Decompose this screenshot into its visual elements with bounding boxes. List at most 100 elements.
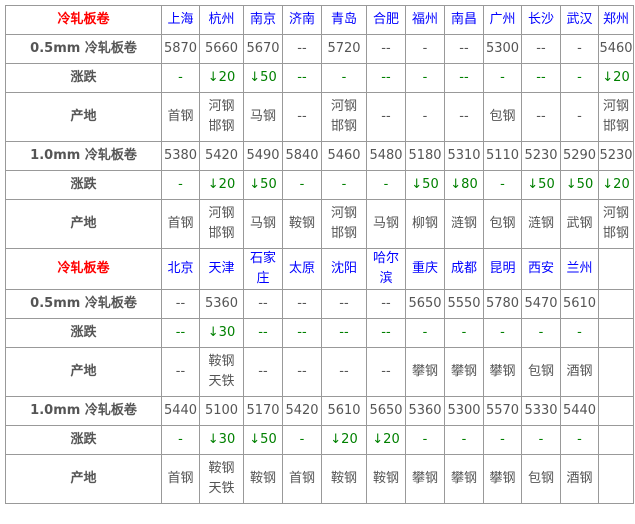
origin-cell: - — [560, 92, 599, 142]
change-cell: -- — [282, 63, 322, 93]
price-cell: 5440 — [560, 396, 599, 426]
city-header: 合肥 — [366, 5, 406, 35]
origin-cell: 鞍钢 天铁 — [199, 347, 244, 397]
row-label: 涨跌 — [5, 63, 162, 93]
origin-cell: 首钢 — [282, 454, 322, 504]
price-cell: 5720 — [321, 34, 367, 64]
price-cell: 5650 — [366, 396, 406, 426]
header-row: 冷轧板卷 上海 杭州 南京 济南 青岛 合肥 福州 南昌 广州 长沙 武汉 郑州 — [5, 5, 634, 35]
change-cell: -- — [521, 63, 561, 93]
change-cell: ↓20 — [598, 170, 634, 200]
city-header: 上海 — [161, 5, 200, 35]
city-header: 昆明 — [483, 248, 522, 290]
origin-cell: 攀钢 — [405, 347, 445, 397]
price-cell: -- — [243, 289, 283, 319]
change-cell: -- — [444, 63, 484, 93]
origin-cell: 河钢 邯钢 — [199, 92, 244, 142]
price-row: 1.0mm 冷轧板卷 5380 5420 5490 5840 5460 5480 5180 53… — [5, 141, 634, 171]
change-cell: ↓50 — [243, 170, 283, 200]
price-cell: 5100 — [199, 396, 244, 426]
origin-cell: 攀钢 — [444, 454, 484, 504]
change-cell: - — [521, 425, 561, 455]
section-title: 冷轧板卷 — [5, 5, 162, 35]
city-header: 广州 — [483, 5, 522, 35]
price-cell: 5460 — [321, 141, 367, 171]
price-cell: - — [560, 34, 599, 64]
change-cell: ↓80 — [444, 170, 484, 200]
city-header: 南京 — [243, 5, 283, 35]
change-cell: - — [282, 170, 322, 200]
origin-row: 产地 首钢 河钢 邯钢 马钢 鞍钢 河钢 邯钢 马钢 柳钢 涟钢 包钢 涟钢 武钢 河钢 邯钢 — [5, 199, 634, 249]
change-cell: - — [161, 63, 200, 93]
price-cell: 5570 — [483, 396, 522, 426]
origin-cell: -- — [366, 92, 406, 142]
change-cell: ↓20 — [598, 63, 634, 93]
origin-cell: 河钢 邯钢 — [321, 199, 367, 249]
change-cell: - — [560, 318, 599, 348]
origin-cell: 包钢 — [483, 92, 522, 142]
price-cell: 5110 — [483, 141, 522, 171]
change-cell: - — [483, 170, 522, 200]
change-row: 涨跌 - ↓20 ↓50- - - ↓50 ↓80- ↓50 ↓50 ↓20 — [5, 170, 634, 200]
city-header: 郑州 — [598, 5, 634, 35]
origin-cell: 攀钢 — [444, 347, 484, 397]
change-cell: ↓20 — [199, 170, 244, 200]
price-cell: 5670 — [243, 34, 283, 64]
origin-cell: 鞍钢 — [366, 454, 406, 504]
origin-cell: 鞍钢 — [243, 454, 283, 504]
change-cell: ↓20 — [199, 63, 244, 93]
origin-cell: 包钢 — [483, 199, 522, 249]
city-header: 长沙 — [521, 5, 561, 35]
city-header: 武汉 — [560, 5, 599, 35]
origin-cell — [598, 347, 634, 397]
origin-cell: 包钢 — [521, 347, 561, 397]
origin-cell: -- — [282, 92, 322, 142]
change-cell: -- — [366, 318, 406, 348]
price-row: 0.5mm 冷轧板卷 -- 5360 -- -- -- -- 5650 5550 5780 5470… — [5, 289, 634, 319]
origin-cell: 河钢 邯钢 — [598, 92, 634, 142]
change-cell: - — [405, 318, 445, 348]
origin-cell: 武钢 — [560, 199, 599, 249]
price-cell: 5170 — [243, 396, 283, 426]
price-cell: -- — [321, 289, 367, 319]
origin-row: 产地 首钢 鞍钢 天铁 鞍钢 首钢 鞍钢 鞍钢 攀钢 攀钢 攀钢 包钢 酒钢 — [5, 454, 634, 504]
origin-cell: 马钢 — [366, 199, 406, 249]
change-cell: - — [321, 170, 367, 200]
row-label: 产地 — [5, 347, 162, 397]
origin-cell: 首钢 — [161, 454, 200, 504]
row-label: 产地 — [5, 454, 162, 504]
origin-cell: 鞍钢 天铁 — [199, 454, 244, 504]
origin-row: 产地 首钢 河钢 邯钢 马钢 -- 河钢 邯钢 -- - -- 包钢 -- - 河钢 邯钢 — [5, 92, 634, 142]
price-cell: -- — [282, 34, 322, 64]
origin-cell: 河钢 邯钢 — [199, 199, 244, 249]
price-cell: - — [405, 34, 445, 64]
section-title: 冷轧板卷 — [5, 248, 162, 290]
price-cell: 5420 — [199, 141, 244, 171]
change-row: 涨跌 - ↓20 ↓50 -- - -- - -- - -- - ↓20 — [5, 63, 634, 93]
origin-cell: 柳钢 — [405, 199, 445, 249]
city-header: 石家 庄 — [243, 248, 283, 290]
price-cell: 5780 — [483, 289, 522, 319]
change-cell: -- — [321, 318, 367, 348]
change-row: 涨跌 - ↓30 ↓50- ↓20 ↓20- - - - - — [5, 425, 634, 455]
origin-cell: 首钢 — [161, 199, 200, 249]
change-cell: - — [161, 425, 200, 455]
change-cell: ↓20 — [366, 425, 406, 455]
change-cell: - — [405, 63, 445, 93]
row-label: 涨跌 — [5, 170, 162, 200]
price-cell: 5460 — [598, 34, 634, 64]
city-header: 济南 — [282, 5, 322, 35]
change-cell: ↓50 — [405, 170, 445, 200]
change-cell: ↓50 — [243, 425, 283, 455]
city-header: 沈阳 — [321, 248, 367, 290]
price-cell: 5660 — [199, 34, 244, 64]
origin-cell: -- — [161, 347, 200, 397]
origin-cell: 酒钢 — [560, 454, 599, 504]
row-label: 1.0mm 冷轧板卷 — [5, 141, 162, 171]
change-cell — [598, 318, 634, 348]
origin-cell: 涟钢 — [521, 199, 561, 249]
change-cell: ↓30 — [199, 318, 244, 348]
origin-cell: - — [405, 92, 445, 142]
change-cell: ↓50 — [560, 170, 599, 200]
change-cell: - — [444, 425, 484, 455]
